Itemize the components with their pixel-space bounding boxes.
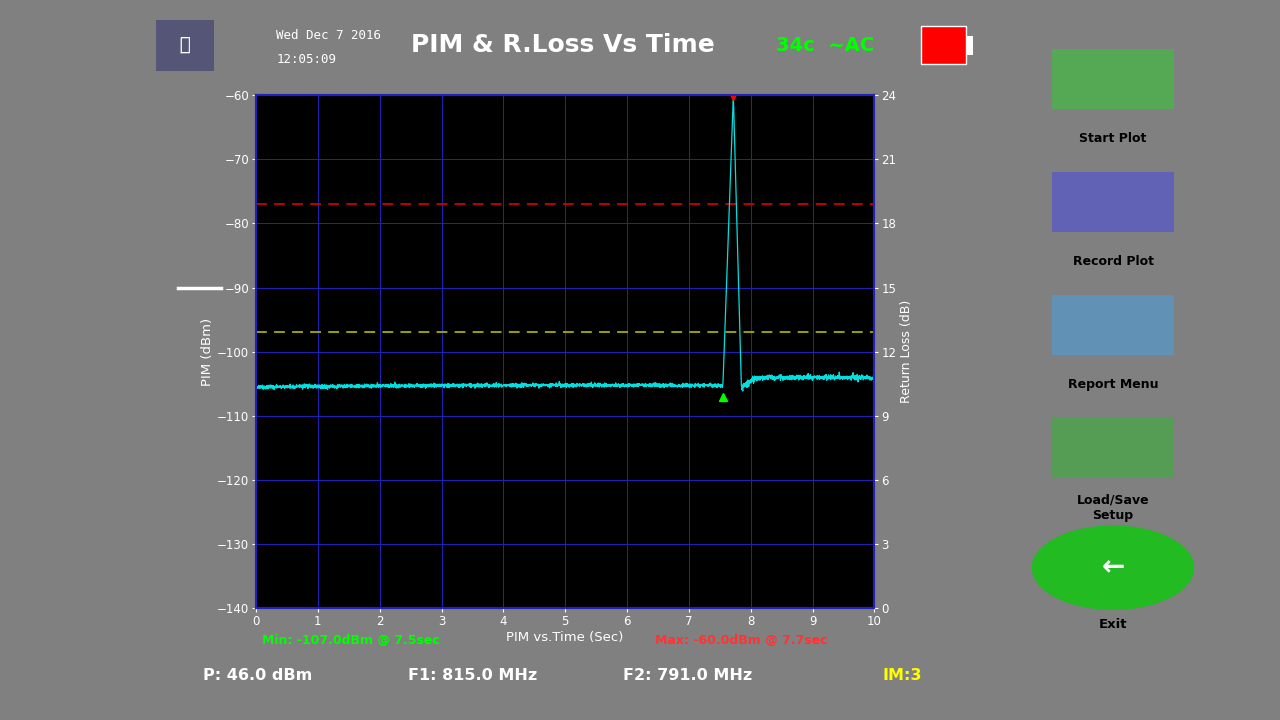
Bar (1052, 418, 1174, 478)
Text: 34c  ~AC: 34c ~AC (776, 36, 874, 55)
Bar (1052, 50, 1174, 109)
Text: Max: -60.0dBm @ 7.7sec: Max: -60.0dBm @ 7.7sec (655, 634, 828, 647)
Bar (1052, 295, 1174, 355)
Text: ←: ← (1101, 554, 1125, 582)
Bar (1052, 172, 1174, 232)
Text: Wed Dec 7 2016: Wed Dec 7 2016 (276, 30, 381, 42)
Bar (966, 36, 973, 55)
Text: 📷: 📷 (179, 36, 189, 55)
Text: ⬛: ⬛ (179, 36, 191, 55)
Text: Record Plot: Record Plot (1073, 256, 1153, 269)
Bar (920, 27, 966, 64)
X-axis label: PIM vs.Time (Sec): PIM vs.Time (Sec) (507, 631, 623, 644)
Y-axis label: Return Loss (dB): Return Loss (dB) (900, 300, 914, 403)
Text: 12:05:09: 12:05:09 (276, 53, 337, 66)
Text: F1: 815.0 MHz: F1: 815.0 MHz (408, 667, 536, 683)
Text: Min: -107.0dBm @ 7.5sec: Min: -107.0dBm @ 7.5sec (262, 634, 440, 647)
Text: PIM & R.Loss Vs Time: PIM & R.Loss Vs Time (411, 33, 716, 58)
Text: Report Menu: Report Menu (1068, 378, 1158, 391)
Y-axis label: PIM (dBm): PIM (dBm) (201, 318, 214, 386)
Text: F2: 791.0 MHz: F2: 791.0 MHz (623, 667, 751, 683)
Text: Start Plot: Start Plot (1079, 132, 1147, 145)
Bar (155, 20, 214, 71)
Text: P: 46.0 dBm: P: 46.0 dBm (202, 667, 312, 683)
Text: IM:3: IM:3 (883, 667, 922, 683)
Text: Load/Save
Setup: Load/Save Setup (1076, 494, 1149, 522)
Text: Exit: Exit (1098, 618, 1128, 631)
Circle shape (1033, 526, 1194, 609)
